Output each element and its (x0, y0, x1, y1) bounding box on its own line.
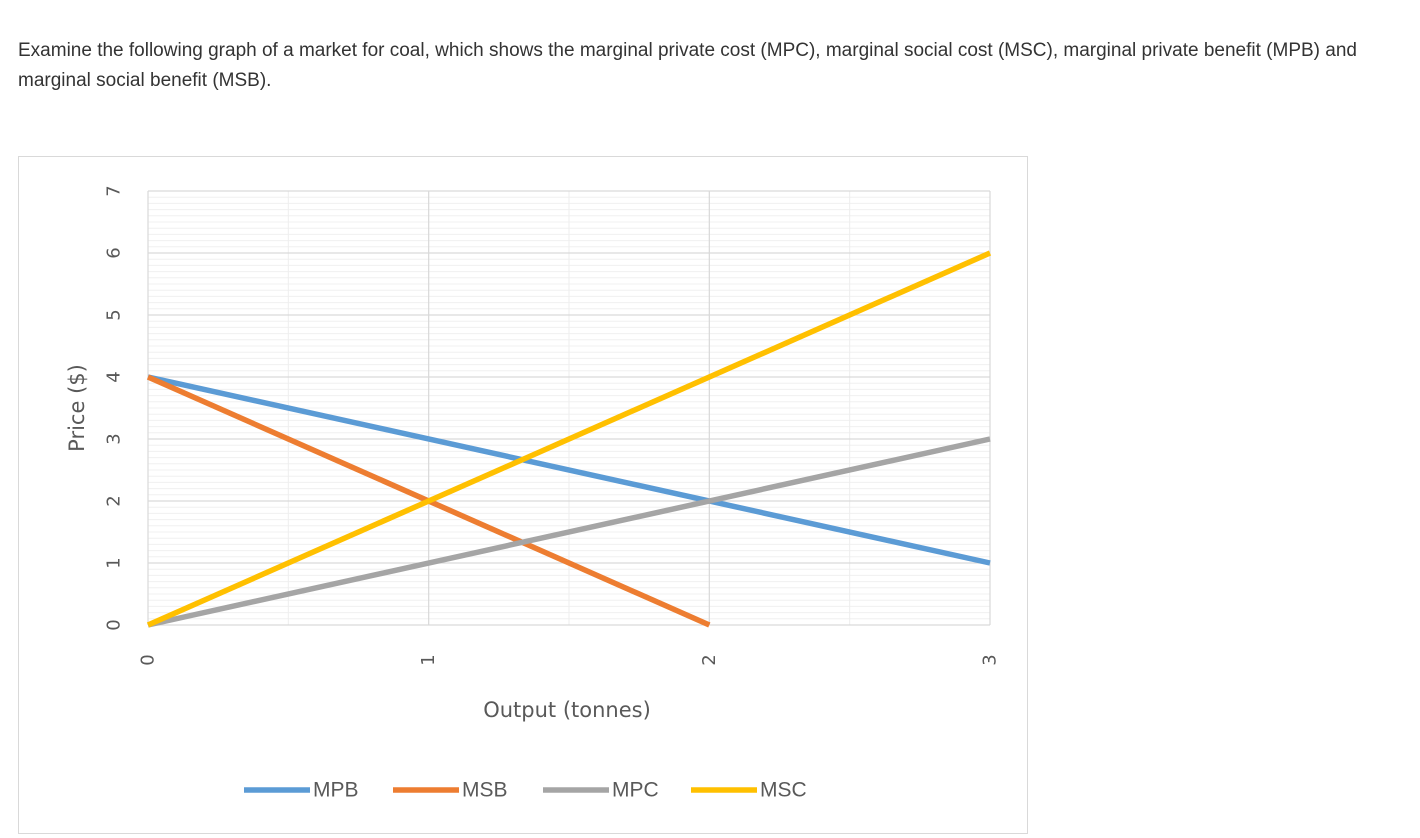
y-tick-label: 6 (104, 247, 125, 258)
question-text: Examine the following graph of a market … (18, 40, 1357, 91)
y-tick-label: 0 (104, 619, 125, 630)
tick-labels: 0 1 2 3 4 5 6 7 0 1 2 3 (104, 185, 1001, 665)
market-chart: 0 1 2 3 4 5 6 7 0 1 2 3 Price ($) Output (tonnes) M… (65, 185, 1001, 802)
x-tick-label: 3 (980, 654, 1001, 665)
y-tick-label: 5 (104, 309, 125, 320)
y-tick-label: 3 (104, 433, 125, 444)
legend-label-msc: MSC (760, 779, 807, 802)
legend-label-mpc: MPC (612, 779, 659, 802)
legend: MPB MSB MPC MSC (244, 779, 807, 802)
y-tick-label: 4 (104, 371, 125, 382)
y-tick-label: 7 (104, 185, 125, 196)
series-lines (146, 250, 992, 628)
legend-label-mpb: MPB (313, 779, 359, 802)
chart-frame: 0 1 2 3 4 5 6 7 0 1 2 3 Price ($) Output (tonnes) M… (18, 156, 1028, 834)
series-line-mpb (147, 374, 991, 566)
x-tick-label: 1 (418, 654, 439, 665)
series-line-msc (146, 250, 992, 628)
y-axis-title: Price ($) (65, 364, 89, 452)
x-axis-title: Output (tonnes) (483, 698, 651, 722)
y-tick-label: 1 (104, 557, 125, 568)
series-line-mpc (147, 436, 991, 628)
x-tick-label: 2 (699, 654, 720, 665)
y-tick-label: 2 (104, 495, 125, 506)
grid (147, 190, 991, 626)
legend-label-msb: MSB (462, 779, 508, 802)
x-tick-label: 0 (138, 654, 159, 665)
